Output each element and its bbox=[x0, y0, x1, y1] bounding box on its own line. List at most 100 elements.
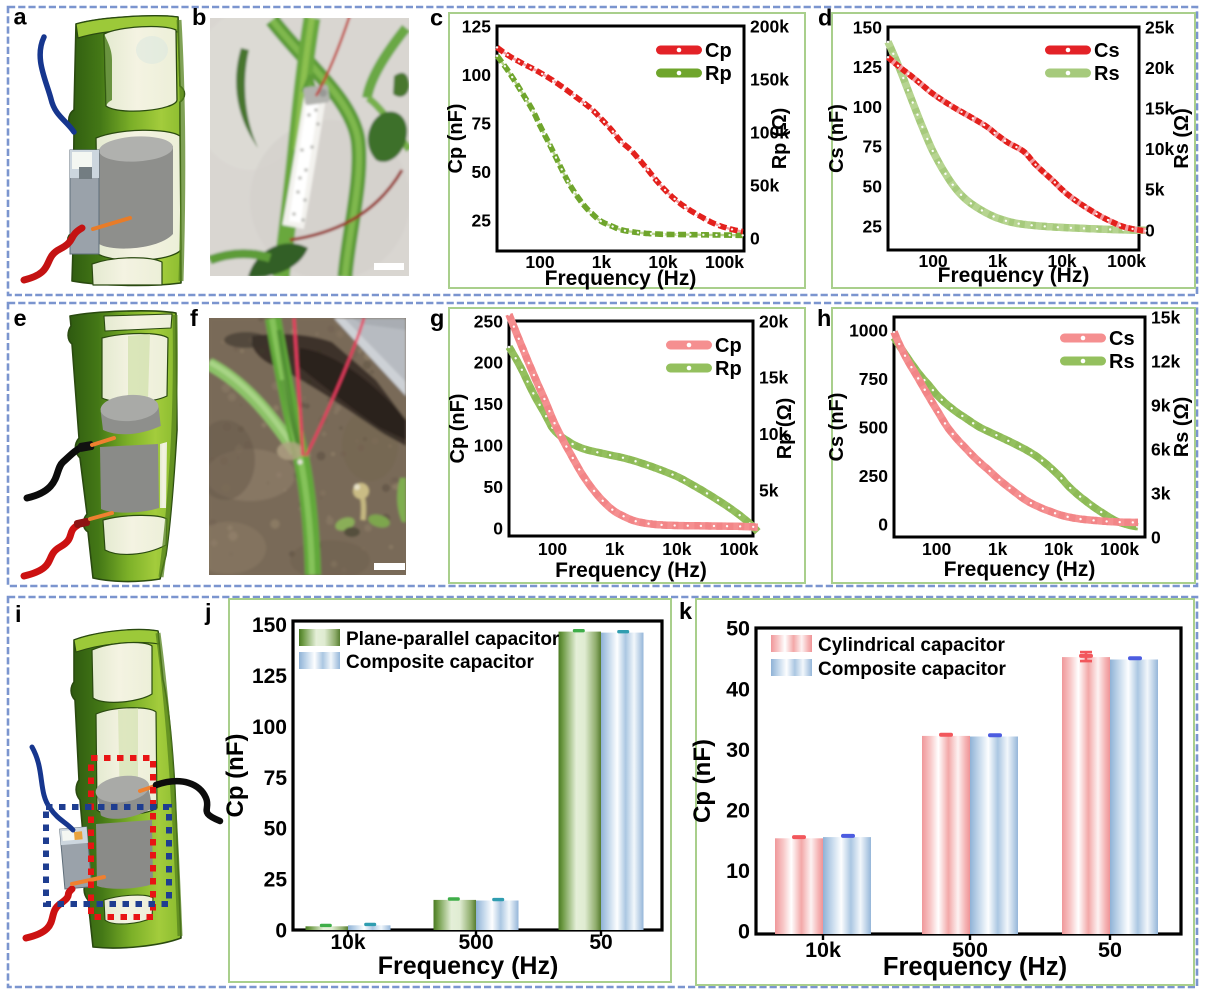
svg-text:50k: 50k bbox=[750, 175, 779, 195]
svg-text:Rs (Ω): Rs (Ω) bbox=[1171, 397, 1193, 457]
svg-text:Cp (nF): Cp (nF) bbox=[689, 739, 716, 823]
svg-text:Cylindrical capacitor: Cylindrical capacitor bbox=[818, 635, 1006, 656]
svg-text:Frequency (Hz): Frequency (Hz) bbox=[944, 558, 1096, 581]
svg-text:Cp (nF): Cp (nF) bbox=[447, 394, 469, 464]
svg-text:1k: 1k bbox=[592, 252, 612, 272]
svg-text:50: 50 bbox=[589, 931, 612, 954]
svg-text:100k: 100k bbox=[1100, 539, 1139, 559]
svg-text:Composite capacitor: Composite capacitor bbox=[346, 652, 535, 673]
svg-text:30: 30 bbox=[726, 738, 750, 762]
svg-text:10k: 10k bbox=[648, 252, 677, 272]
svg-text:15k: 15k bbox=[759, 368, 788, 388]
svg-text:Cs: Cs bbox=[1094, 40, 1120, 62]
svg-text:750: 750 bbox=[859, 369, 888, 389]
svg-text:50: 50 bbox=[1098, 938, 1122, 962]
svg-text:Cs (nF): Cs (nF) bbox=[826, 393, 848, 462]
svg-text:Rs (Ω): Rs (Ω) bbox=[1171, 108, 1193, 168]
svg-text:20k: 20k bbox=[1145, 58, 1174, 78]
svg-text:125: 125 bbox=[252, 665, 287, 688]
svg-text:10: 10 bbox=[726, 859, 750, 883]
svg-text:25: 25 bbox=[472, 210, 492, 230]
svg-text:200: 200 bbox=[474, 353, 503, 373]
svg-text:Cs: Cs bbox=[1109, 328, 1135, 350]
svg-text:a: a bbox=[14, 4, 28, 30]
svg-text:0: 0 bbox=[275, 920, 287, 943]
svg-text:0: 0 bbox=[493, 518, 503, 538]
svg-text:150k: 150k bbox=[750, 69, 789, 89]
svg-text:j: j bbox=[204, 599, 212, 625]
svg-text:Frequency (Hz): Frequency (Hz) bbox=[883, 953, 1067, 981]
svg-text:1k: 1k bbox=[988, 539, 1008, 559]
svg-text:1k: 1k bbox=[988, 251, 1008, 271]
svg-text:d: d bbox=[818, 5, 832, 31]
svg-text:50: 50 bbox=[484, 477, 504, 497]
svg-text:i: i bbox=[15, 601, 22, 627]
svg-text:100k: 100k bbox=[720, 539, 759, 559]
svg-text:Frequency (Hz): Frequency (Hz) bbox=[545, 267, 697, 290]
svg-text:125: 125 bbox=[853, 57, 882, 77]
svg-text:0: 0 bbox=[1151, 527, 1161, 547]
svg-text:9k: 9k bbox=[1151, 395, 1171, 415]
svg-text:f: f bbox=[190, 305, 198, 331]
svg-text:12k: 12k bbox=[1151, 351, 1180, 371]
svg-text:40: 40 bbox=[726, 677, 750, 701]
svg-text:1k: 1k bbox=[605, 539, 625, 559]
svg-text:25: 25 bbox=[264, 869, 288, 892]
svg-text:250: 250 bbox=[474, 311, 503, 331]
svg-text:125: 125 bbox=[462, 16, 491, 36]
svg-text:50: 50 bbox=[726, 617, 750, 641]
svg-text:100k: 100k bbox=[705, 252, 744, 272]
svg-text:5k: 5k bbox=[1145, 180, 1165, 200]
svg-text:75: 75 bbox=[472, 113, 492, 133]
svg-text:100: 100 bbox=[525, 252, 554, 272]
svg-text:Frequency (Hz): Frequency (Hz) bbox=[555, 559, 707, 582]
svg-text:0: 0 bbox=[738, 920, 750, 944]
svg-text:3k: 3k bbox=[1151, 483, 1171, 503]
svg-text:20: 20 bbox=[726, 799, 750, 823]
svg-text:25: 25 bbox=[863, 216, 883, 236]
svg-text:b: b bbox=[192, 4, 206, 30]
svg-text:100: 100 bbox=[462, 65, 491, 85]
svg-text:Rp (Ω): Rp (Ω) bbox=[774, 398, 796, 460]
svg-text:0: 0 bbox=[878, 514, 888, 534]
svg-text:Plane-parallel capacitor: Plane-parallel capacitor bbox=[346, 629, 560, 650]
svg-text:100: 100 bbox=[538, 539, 567, 559]
svg-text:6k: 6k bbox=[1151, 439, 1171, 459]
svg-text:100k: 100k bbox=[750, 122, 789, 142]
svg-text:200k: 200k bbox=[750, 16, 789, 36]
svg-text:Frequency (Hz): Frequency (Hz) bbox=[938, 264, 1090, 287]
svg-text:Frequency (Hz): Frequency (Hz) bbox=[378, 952, 559, 980]
svg-text:Rp: Rp bbox=[715, 358, 742, 380]
svg-text:5k: 5k bbox=[759, 480, 779, 500]
svg-text:Cp: Cp bbox=[705, 40, 732, 62]
svg-text:75: 75 bbox=[264, 767, 288, 790]
svg-text:50: 50 bbox=[863, 177, 883, 197]
svg-text:150: 150 bbox=[474, 394, 503, 414]
svg-text:15k: 15k bbox=[1145, 99, 1174, 119]
svg-text:100: 100 bbox=[252, 716, 287, 739]
svg-text:10k: 10k bbox=[1044, 539, 1073, 559]
svg-text:150: 150 bbox=[252, 614, 287, 637]
svg-text:Rp: Rp bbox=[705, 63, 732, 85]
svg-text:10k: 10k bbox=[805, 938, 841, 962]
svg-text:100: 100 bbox=[918, 251, 947, 271]
svg-text:Composite capacitor: Composite capacitor bbox=[818, 659, 1007, 680]
svg-text:k: k bbox=[679, 598, 693, 624]
svg-text:100: 100 bbox=[474, 436, 503, 456]
svg-text:10k: 10k bbox=[662, 539, 691, 559]
svg-text:100: 100 bbox=[922, 539, 951, 559]
svg-text:Cp (nF): Cp (nF) bbox=[222, 734, 249, 818]
svg-text:h: h bbox=[817, 305, 831, 331]
svg-text:10k: 10k bbox=[1047, 251, 1076, 271]
svg-text:Cs (nF): Cs (nF) bbox=[826, 104, 848, 173]
svg-text:100: 100 bbox=[853, 97, 882, 117]
svg-text:150: 150 bbox=[853, 17, 882, 37]
svg-text:Cp: Cp bbox=[715, 335, 742, 357]
svg-text:10k: 10k bbox=[759, 424, 788, 444]
svg-text:15k: 15k bbox=[1151, 307, 1180, 327]
svg-text:500: 500 bbox=[859, 418, 888, 438]
svg-text:10k: 10k bbox=[330, 931, 365, 954]
svg-text:75: 75 bbox=[863, 137, 883, 157]
svg-text:c: c bbox=[430, 5, 443, 31]
svg-text:Cp (nF): Cp (nF) bbox=[445, 104, 467, 174]
